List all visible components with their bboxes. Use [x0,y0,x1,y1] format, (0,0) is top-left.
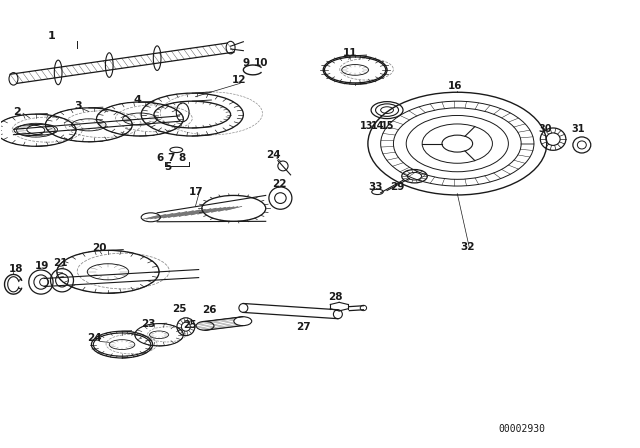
Text: 22: 22 [272,179,287,190]
Text: 11: 11 [342,47,357,58]
Text: 23: 23 [141,319,156,329]
Text: 5: 5 [164,163,172,172]
Text: 10: 10 [254,58,269,69]
Text: 16: 16 [448,81,462,90]
Text: 8: 8 [179,154,186,164]
Text: 6: 6 [157,154,164,164]
Text: 9: 9 [242,58,249,69]
Text: 20: 20 [92,243,106,253]
Text: 2: 2 [13,107,21,116]
Text: 29: 29 [390,182,404,192]
Text: 31: 31 [572,124,585,134]
Text: 26: 26 [202,306,217,315]
Text: 14: 14 [371,121,384,131]
Text: 21: 21 [53,258,68,268]
Text: 00002930: 00002930 [499,424,546,434]
Text: 28: 28 [328,292,342,302]
Text: 3: 3 [74,101,82,111]
Text: 32: 32 [461,242,475,252]
Text: 4: 4 [134,95,141,105]
Text: 25: 25 [183,319,197,330]
Text: 13: 13 [360,121,374,131]
Text: 18: 18 [8,264,23,274]
Text: 17: 17 [189,186,204,197]
Text: 30: 30 [538,124,552,134]
Text: 19: 19 [35,261,49,271]
Text: 27: 27 [296,322,310,332]
Text: 24: 24 [266,150,280,160]
Text: 1: 1 [48,30,56,41]
Text: 12: 12 [232,75,246,85]
Text: 25: 25 [172,304,186,314]
Text: 33: 33 [368,181,382,192]
Text: 24: 24 [87,333,102,344]
Text: 15: 15 [381,121,395,131]
Text: 7: 7 [168,154,175,164]
